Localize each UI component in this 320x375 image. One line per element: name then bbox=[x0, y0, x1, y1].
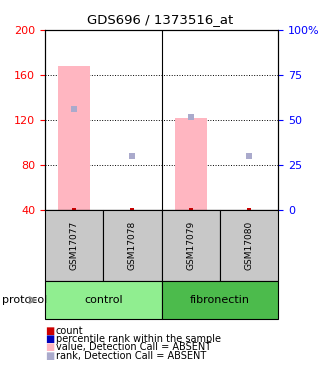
Text: GDS696 / 1373516_at: GDS696 / 1373516_at bbox=[87, 13, 233, 26]
Text: control: control bbox=[84, 295, 123, 305]
Text: value, Detection Call = ABSENT: value, Detection Call = ABSENT bbox=[56, 342, 211, 352]
Text: ■: ■ bbox=[45, 326, 54, 336]
Text: GSM17078: GSM17078 bbox=[128, 221, 137, 270]
Bar bbox=[175, 118, 207, 210]
Bar bbox=[58, 66, 90, 210]
Text: GSM17080: GSM17080 bbox=[245, 221, 254, 270]
Text: ■: ■ bbox=[45, 351, 54, 360]
Text: protocol: protocol bbox=[2, 295, 47, 305]
Text: fibronectin: fibronectin bbox=[190, 295, 250, 305]
Text: GSM17077: GSM17077 bbox=[69, 221, 78, 270]
Text: count: count bbox=[56, 326, 84, 336]
Text: percentile rank within the sample: percentile rank within the sample bbox=[56, 334, 221, 344]
Text: GSM17079: GSM17079 bbox=[186, 221, 195, 270]
Text: rank, Detection Call = ABSENT: rank, Detection Call = ABSENT bbox=[56, 351, 206, 360]
Text: ■: ■ bbox=[45, 334, 54, 344]
Text: ■: ■ bbox=[45, 342, 54, 352]
